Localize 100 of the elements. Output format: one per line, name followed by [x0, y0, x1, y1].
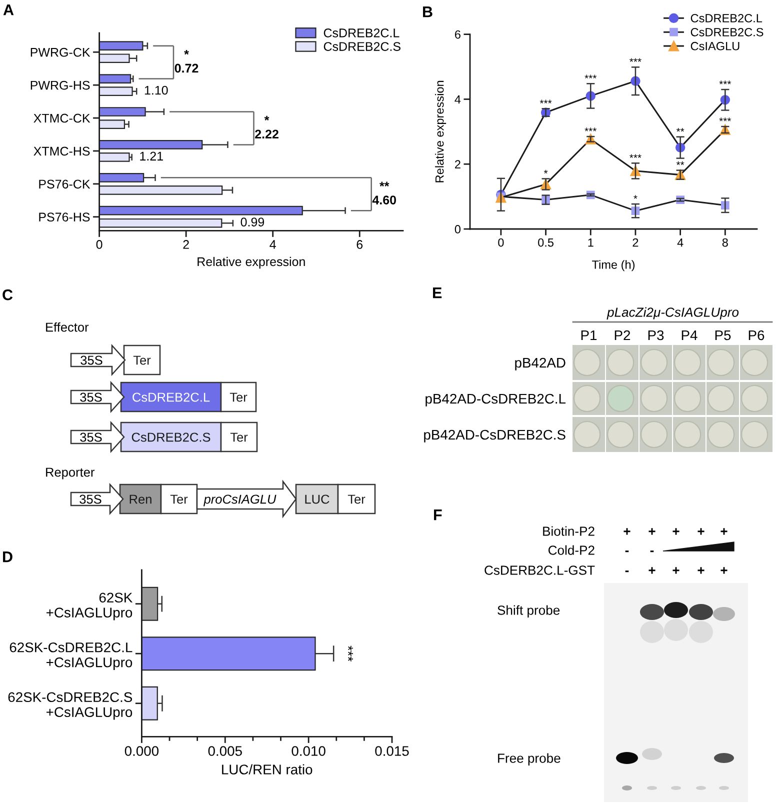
text: Ter [170, 494, 188, 504]
x-tick-label: 8 [722, 238, 728, 247]
text: 35S [80, 432, 102, 442]
text: 35S [80, 494, 102, 504]
annotation: *** [584, 128, 597, 132]
text: Ter [348, 494, 366, 504]
x-tick-label: 0 [498, 238, 504, 247]
x-tick-label: 0.010 [292, 746, 326, 756]
text: + [672, 567, 680, 574]
y-tick-label: 0 [454, 225, 461, 234]
annotation: 0.99 [240, 218, 264, 226]
y-tick-label: PWRG-CK [30, 48, 90, 57]
text: F [434, 510, 442, 520]
text: CsDERB2C.L-GST [484, 566, 595, 575]
text: - [625, 550, 629, 552]
text: Free probe [498, 753, 560, 766]
text: 35S [80, 356, 102, 365]
annotation: *** [540, 100, 552, 104]
x-tick-label: 0.005 [208, 746, 242, 756]
text: P3 [648, 330, 664, 340]
annotation: *** [348, 646, 353, 662]
x-tick-label: 0.000 [124, 746, 159, 756]
text: + [648, 528, 656, 535]
text: + [672, 528, 680, 535]
y-tick-label: PS76-HS [39, 212, 90, 222]
annotation: *** [719, 118, 732, 122]
annotation: *** [719, 80, 732, 84]
text: E [433, 288, 442, 298]
x-tick-label: 0 [96, 240, 102, 249]
y-tick-label: 62SK-CsDREB2C.L +CsIAGLUpro [10, 642, 132, 670]
text: P1 [581, 330, 597, 340]
text: - [650, 550, 654, 552]
text: Cold-P2 [548, 545, 594, 555]
chart-title: A [3, 4, 14, 16]
text: Shift probe [498, 605, 560, 618]
y-tick-label: 62SK-CsDREB2C.S +CsIAGLUpro [8, 692, 132, 720]
x-tick-label: 4 [270, 240, 276, 249]
text: C [2, 289, 13, 300]
annotation: * 0.72 [174, 50, 198, 73]
y-tick-label: XTMC-HS [34, 146, 90, 156]
text: D [3, 552, 12, 562]
text: + [720, 567, 728, 574]
y-tick-label: 4 [454, 95, 461, 104]
legend-label: CsDREB2C.S [324, 42, 400, 51]
text: LUC [305, 494, 330, 504]
y-tick-label: PWRG-HS [30, 80, 90, 90]
text: + [698, 567, 704, 574]
text: + [720, 528, 728, 535]
annotation: ** [676, 161, 684, 166]
x-tick-label: 0.015 [375, 746, 409, 756]
y-axis-title: Relative expression [435, 80, 446, 182]
text: + [648, 567, 656, 574]
text: Ter [133, 356, 151, 365]
text: CsDREB2C.L [132, 392, 210, 402]
annotation: 1.21 [140, 152, 163, 160]
y-tick-label: 2 [455, 160, 460, 168]
text: pB42AD-CsDREB2C.L [426, 394, 566, 406]
annotation: ** [676, 128, 684, 132]
x-tick-label: 1 [588, 238, 594, 247]
text: P5 [715, 330, 731, 340]
legend-label: CsIAGLU [690, 42, 740, 50]
x-tick-label: 2 [632, 238, 638, 247]
text: Effector [46, 322, 89, 332]
chart-title: B [423, 6, 432, 18]
legend-label: CsDREB2C.L [324, 28, 400, 38]
text: + [698, 528, 704, 535]
y-tick-label: XTMC-CK [34, 114, 90, 123]
text: P2 [614, 330, 630, 340]
text: pB42AD [515, 358, 566, 370]
x-axis-title: Relative expression [198, 256, 305, 269]
annotation: * [634, 195, 638, 199]
text: Ter [230, 392, 248, 402]
text: + [624, 528, 630, 535]
text: pLacZi2μ-CsIAGLUpro [606, 307, 739, 320]
x-axis-title: Time (h) [592, 260, 635, 272]
y-tick-label: PS76-CK [39, 180, 90, 189]
annotation: 1.10 [144, 86, 168, 95]
annotation: *** [630, 58, 642, 62]
text: 35S [80, 392, 102, 402]
x-tick-label: 6 [356, 240, 363, 249]
legend-label: CsDREB2C.S [690, 28, 764, 36]
annotation: ** 4.60 [372, 182, 396, 204]
text: Ter [230, 432, 248, 442]
text: CsDREB2C.S [132, 432, 210, 442]
x-axis-title: LUC/REN ratio [222, 764, 312, 774]
text: Biotin-P2 [543, 526, 594, 536]
y-tick-label: 6 [455, 30, 460, 39]
annotation: * [544, 170, 548, 174]
text: Reporter [46, 468, 94, 480]
legend-label: CsDREB2C.L [690, 14, 762, 22]
annotation: *** [630, 154, 642, 158]
x-tick-label: 0.5 [538, 238, 554, 247]
annotation: *** [584, 74, 597, 78]
text: Ren [130, 494, 152, 504]
annotation: * 2.22 [255, 116, 278, 138]
text: P6 [748, 330, 764, 340]
text: pB42AD-CsDREB2C.S [424, 430, 566, 442]
text: proCsIAGLU [203, 494, 276, 506]
x-tick-label: 4 [677, 238, 684, 247]
text: P4 [682, 330, 698, 340]
